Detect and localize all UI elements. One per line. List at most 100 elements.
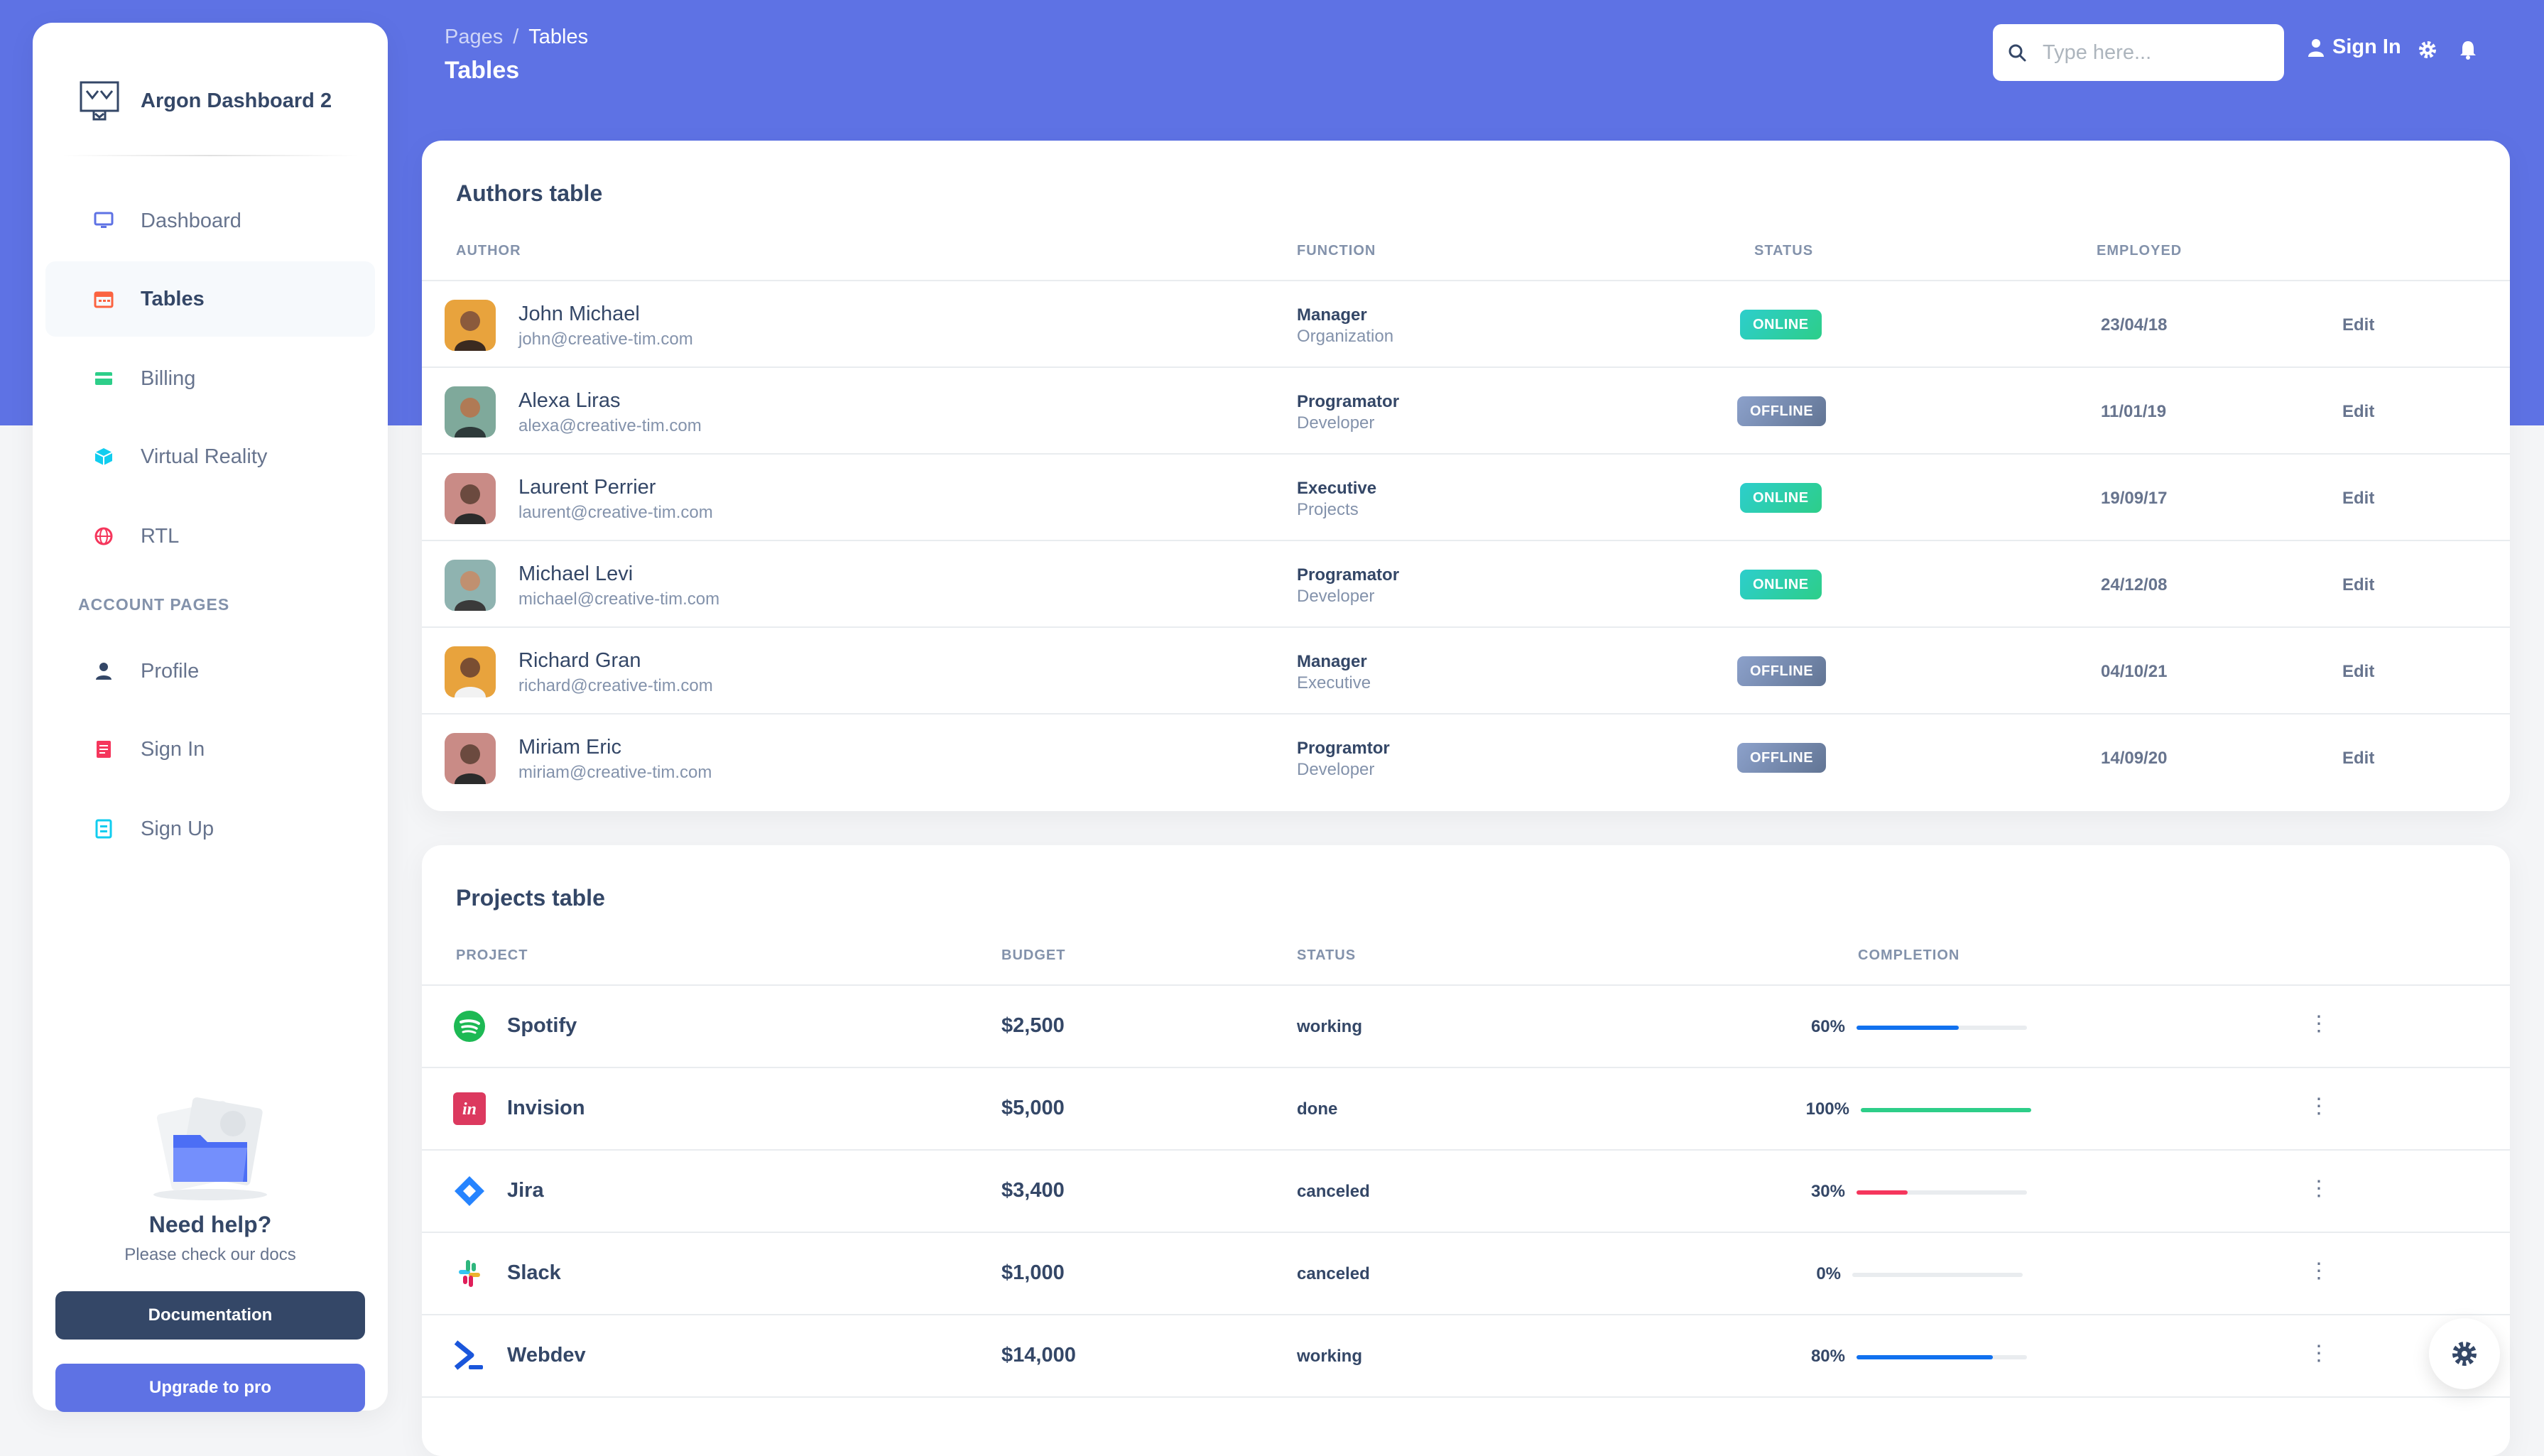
author-email: miriam@creative-tim.com — [518, 763, 712, 782]
sidebar-item-dashboard[interactable]: Dashboard — [45, 183, 375, 259]
progress-fill — [1857, 1026, 1959, 1030]
sidebar-item-virtual-reality[interactable]: Virtual Reality — [45, 419, 375, 494]
search-input[interactable] — [2041, 40, 2271, 65]
slack-icon — [459, 1260, 480, 1287]
edit-link[interactable]: Edit — [2342, 662, 2375, 681]
author-function: Executive — [1297, 479, 1377, 498]
edit-link[interactable]: Edit — [2342, 402, 2375, 421]
help-subtitle: Please check our docs — [124, 1245, 296, 1264]
progress-fill — [1857, 1190, 1908, 1195]
gear-icon[interactable] — [2418, 40, 2437, 60]
sidebar-item-label: Tables — [141, 287, 205, 310]
invision-icon: in — [453, 1092, 486, 1125]
completion-label: 30% — [1810, 1182, 1845, 1201]
more-options-icon[interactable]: ⋮ — [2308, 1259, 2330, 1283]
sidebar-item-label: Virtual Reality — [141, 445, 268, 468]
column-header: EMPLOYED — [2097, 243, 2182, 259]
documentation-button[interactable]: Documentation — [55, 1291, 365, 1340]
author-email: michael@creative-tim.com — [518, 590, 720, 609]
user-icon — [2308, 38, 2324, 57]
table-row: in Invision $5,000 done 100% ⋮ — [422, 1067, 2510, 1151]
more-options-icon[interactable]: ⋮ — [2308, 1012, 2330, 1036]
author-email: laurent@creative-tim.com — [518, 503, 713, 522]
progress-bar — [1861, 1108, 2031, 1112]
sign-in-label: Sign In — [2332, 36, 2401, 58]
edit-link[interactable]: Edit — [2342, 749, 2375, 768]
project-name: Spotify — [507, 1014, 577, 1037]
logo-icon — [80, 81, 119, 121]
author-name: Richard Gran — [518, 649, 641, 672]
document-icon — [97, 741, 111, 758]
project-name: Webdev — [507, 1344, 586, 1367]
employed-date: 19/09/17 — [2101, 489, 2168, 508]
sidebar-item-label: Sign Up — [141, 817, 214, 840]
more-options-icon[interactable]: ⋮ — [2308, 1094, 2330, 1118]
project-budget: $14,000 — [1001, 1344, 1076, 1367]
more-options-icon[interactable]: ⋮ — [2308, 1342, 2330, 1365]
author-function: Programtor — [1297, 739, 1390, 758]
status-badge: ONLINE — [1740, 570, 1822, 599]
column-header: BUDGET — [1001, 947, 1066, 963]
page-title: Tables — [445, 57, 520, 84]
author-department: Projects — [1297, 500, 1359, 519]
table-row: John Michael john@creative-tim.com Manag… — [422, 280, 2510, 368]
project-name: Slack — [507, 1261, 561, 1284]
project-budget: $2,500 — [1001, 1014, 1065, 1037]
column-header: FUNCTION — [1297, 243, 1376, 259]
project-status: canceled — [1297, 1182, 1370, 1201]
monitor-icon — [94, 212, 114, 228]
sidebar-item-rtl[interactable]: RTL — [45, 499, 375, 574]
author-email: richard@creative-tim.com — [518, 676, 713, 695]
help-title: Need help? — [148, 1212, 272, 1237]
employed-date: 23/04/18 — [2101, 315, 2168, 335]
breadcrumb-current: Tables — [528, 26, 589, 48]
brand[interactable]: Argon Dashboard 2 — [78, 60, 332, 142]
breadcrumb-root[interactable]: Pages — [445, 26, 504, 48]
cube-icon — [94, 448, 113, 465]
project-budget: $1,000 — [1001, 1261, 1065, 1284]
author-email: alexa@creative-tim.com — [518, 416, 702, 435]
edit-link[interactable]: Edit — [2342, 315, 2375, 335]
avatar — [445, 473, 496, 524]
sidebar-item-billing[interactable]: Billing — [45, 341, 375, 416]
upgrade-button[interactable]: Upgrade to pro — [55, 1364, 365, 1412]
progress-bar — [1852, 1273, 2023, 1277]
completion-label: 0% — [1816, 1264, 1841, 1283]
sidebar-item-profile[interactable]: Profile — [45, 634, 375, 709]
bell-icon[interactable] — [2459, 40, 2477, 60]
author-department: Developer — [1297, 587, 1375, 606]
settings-fab[interactable] — [2429, 1318, 2500, 1389]
table-row: Miriam Eric miriam@creative-tim.com Prog… — [422, 713, 2510, 801]
project-status: canceled — [1297, 1264, 1370, 1283]
project-budget: $3,400 — [1001, 1179, 1065, 1202]
project-budget: $5,000 — [1001, 1097, 1065, 1119]
sidebar-item-label: Billing — [141, 366, 196, 390]
author-department: Developer — [1297, 413, 1375, 433]
help-card: Need help? Please check our docs — [55, 1095, 365, 1265]
sidebar-item-label: Profile — [141, 659, 200, 683]
sidebar-item-tables[interactable]: Tables — [45, 261, 375, 337]
table-row: Spotify $2,500 working 60% ⋮ — [422, 984, 2510, 1068]
sidebar-item-sign-up[interactable]: Sign Up — [45, 791, 375, 866]
author-department: Executive — [1297, 673, 1371, 692]
search-box[interactable] — [1993, 24, 2284, 81]
author-department: Organization — [1297, 327, 1394, 346]
brand-name: Argon Dashboard 2 — [141, 89, 332, 112]
signup-icon — [95, 819, 112, 839]
status-badge: ONLINE — [1740, 310, 1822, 339]
edit-link[interactable]: Edit — [2342, 575, 2375, 594]
sidebar-item-sign-in[interactable]: Sign In — [45, 712, 375, 787]
sidebar-item-label: RTL — [141, 524, 180, 548]
table-row — [422, 1396, 2510, 1456]
spotify-icon — [454, 1011, 485, 1042]
edit-link[interactable]: Edit — [2342, 489, 2375, 508]
project-status: working — [1297, 1017, 1363, 1036]
svg-text:in: in — [462, 1100, 477, 1119]
sign-in-link[interactable]: Sign In — [2307, 36, 2401, 59]
completion-label: 80% — [1810, 1347, 1845, 1366]
divider — [61, 155, 359, 156]
more-options-icon[interactable]: ⋮ — [2308, 1177, 2330, 1200]
status-badge: OFFLINE — [1737, 743, 1827, 773]
completion-label: 100% — [1805, 1099, 1849, 1119]
progress-fill — [1857, 1355, 1993, 1359]
